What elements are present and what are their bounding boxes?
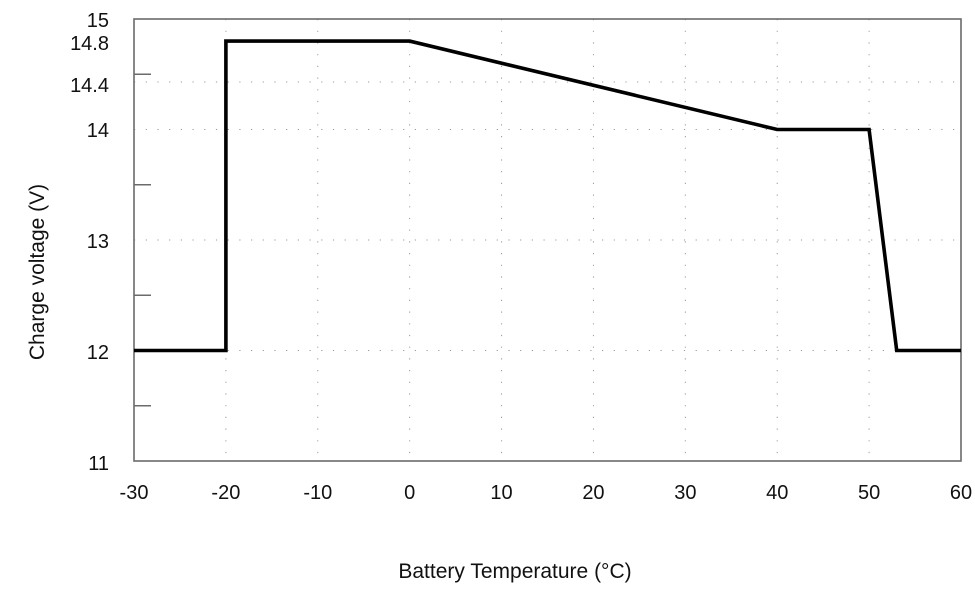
x-tick-label: 30	[674, 482, 696, 504]
x-tick-label: 20	[582, 482, 604, 504]
y-tick-label: 13	[87, 231, 109, 253]
y-tick-label: 14.8	[70, 33, 109, 55]
x-tick-label: 60	[950, 482, 972, 504]
x-tick-label: 0	[404, 482, 415, 504]
y-tick-label: 15	[87, 10, 109, 32]
y-axis-title: Charge voltage (V)	[26, 184, 49, 360]
y-tick-label: 12	[87, 342, 109, 364]
x-axis-tick-labels: -30 -20 -10 0 10 20 30 40 50 60	[120, 482, 973, 504]
y-tick-label: 14.4	[70, 75, 109, 97]
y-tick-label: 14	[87, 120, 109, 142]
x-tick-label: 50	[858, 482, 880, 504]
x-axis-title: Battery Temperature (°C)	[398, 560, 631, 583]
x-tick-label: 10	[490, 482, 512, 504]
x-tick-label: -20	[211, 482, 240, 504]
plot-frame	[133, 18, 962, 462]
y-tick-label: 11	[88, 453, 109, 475]
x-tick-label: 40	[766, 482, 788, 504]
x-tick-label: -30	[120, 482, 149, 504]
x-tick-label: -10	[303, 482, 332, 504]
charge-voltage-line	[134, 39, 961, 353]
y-minor-ticks	[134, 73, 151, 407]
grid-lines	[134, 19, 961, 461]
